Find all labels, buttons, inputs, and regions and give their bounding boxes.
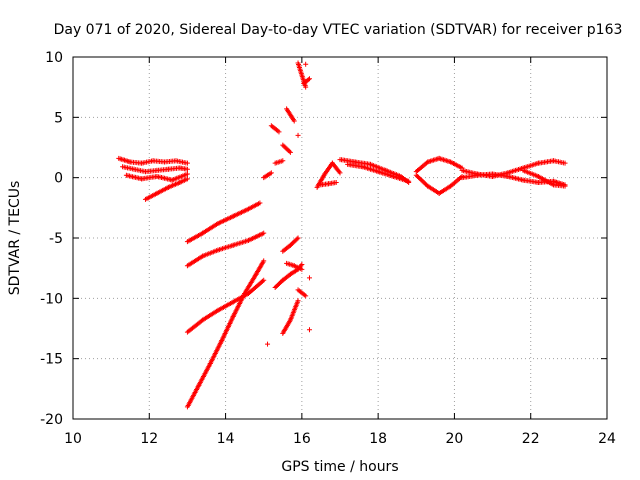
data-point: [261, 230, 267, 236]
data-series-segment: [184, 230, 267, 269]
data-series-segment: [413, 172, 465, 196]
data-point: [299, 266, 305, 272]
data-point: [280, 158, 286, 164]
data-point: [337, 170, 343, 176]
data-point: [306, 76, 312, 82]
data-point: [406, 178, 412, 184]
data-series-segment: [268, 123, 282, 135]
data-point: [303, 293, 309, 299]
data-point: [295, 235, 301, 241]
data-point: [413, 172, 419, 178]
x-tick-label: 24: [598, 431, 616, 447]
y-tick-label: -15: [40, 352, 63, 368]
data-point: [416, 174, 422, 180]
data-series-segment: [184, 200, 263, 245]
data-points: [116, 60, 568, 410]
data-point: [184, 160, 190, 166]
x-tick-label: 10: [64, 431, 82, 447]
data-series-segment: [301, 76, 312, 87]
data-point: [295, 298, 301, 304]
data-series-segment: [295, 132, 301, 138]
data-point: [295, 132, 301, 138]
data-point: [268, 170, 274, 176]
data-series-segment: [120, 164, 190, 175]
data-point: [303, 84, 309, 90]
data-point: [419, 178, 425, 184]
x-tick-label: 22: [522, 431, 540, 447]
data-point: [184, 166, 190, 172]
data-point: [257, 200, 263, 206]
data-point: [261, 277, 267, 283]
data-point: [294, 236, 300, 242]
data-point: [184, 171, 190, 177]
y-axis-label: SDTVAR / TECUs: [7, 181, 23, 296]
data-point: [418, 177, 424, 183]
data-series-segment: [345, 161, 412, 184]
data-point: [286, 148, 292, 154]
data-series-segment: [306, 275, 312, 281]
data-point: [299, 262, 305, 268]
data-series-segment: [142, 176, 190, 202]
data-series-segment: [284, 106, 297, 124]
x-tick-label: 16: [293, 431, 311, 447]
data-series-segment: [306, 327, 312, 333]
data-series-segment: [184, 258, 267, 410]
y-tick-label: 10: [45, 50, 63, 66]
data-point: [562, 160, 568, 166]
data-series-segment: [295, 287, 309, 299]
x-tick-label: 20: [446, 431, 464, 447]
data-series-segment: [303, 61, 309, 67]
data-series-segment: [265, 341, 271, 347]
axis-ticks: 10 12 14 16 18 20 22 24 10 5 0 -5 -10 -15 -20: [40, 50, 616, 447]
data-point: [306, 275, 312, 281]
data-point: [421, 180, 427, 186]
data-point: [420, 179, 426, 185]
y-tick-label: -20: [40, 412, 63, 428]
data-series-segment: [116, 155, 190, 166]
data-point: [306, 327, 312, 333]
data-point: [562, 183, 568, 189]
data-point: [422, 181, 428, 187]
data-point: [303, 61, 309, 67]
data-point: [305, 77, 311, 83]
y-tick-label: 5: [54, 110, 63, 126]
data-series-segment: [284, 260, 305, 272]
y-tick-label: 0: [54, 171, 63, 187]
data-series-segment: [184, 277, 267, 335]
data-series-segment: [280, 235, 301, 254]
data-point: [265, 341, 271, 347]
data-point: [333, 179, 339, 185]
y-tick-label: -5: [49, 231, 63, 247]
data-series-segment: [413, 155, 465, 175]
x-axis-label: GPS time / hours: [281, 459, 398, 475]
data-series-segment: [123, 171, 190, 183]
data-series-segment: [280, 142, 293, 155]
data-series-segment: [280, 298, 301, 336]
data-point: [417, 176, 423, 182]
data-point: [276, 129, 282, 135]
data-series-segment: [520, 167, 568, 189]
data-point: [424, 182, 430, 188]
x-tick-label: 14: [217, 431, 235, 447]
data-series-segment: [261, 170, 274, 181]
y-tick-label: -10: [40, 291, 63, 307]
data-point: [414, 173, 420, 179]
chart-title: Day 071 of 2020, Sidereal Day-to-day VTE…: [54, 22, 623, 38]
data-series-segment: [318, 179, 339, 188]
x-tick-label: 12: [140, 431, 158, 447]
data-point: [261, 258, 267, 264]
data-point: [184, 176, 190, 182]
data-point: [287, 149, 293, 155]
data-series-segment: [314, 160, 343, 190]
x-tick-label: 18: [369, 431, 387, 447]
data-point: [291, 118, 297, 124]
grid: [73, 57, 607, 419]
data-series-segment: [272, 158, 286, 166]
